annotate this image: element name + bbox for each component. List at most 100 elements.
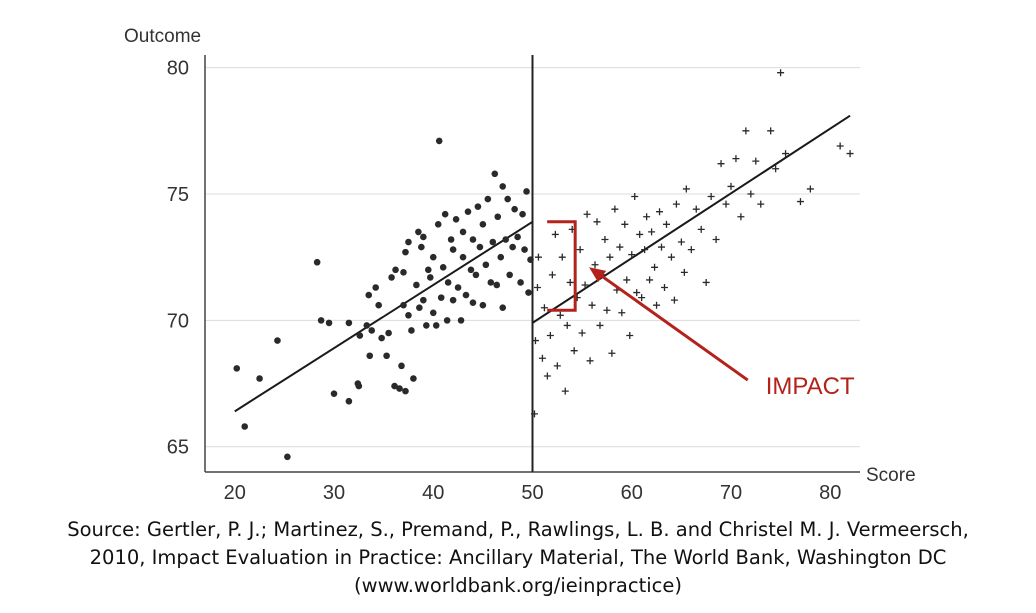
data-point-dot	[429, 309, 437, 317]
data-point-dot	[459, 228, 467, 236]
data-point-plus	[556, 311, 564, 319]
data-point-dot	[402, 248, 409, 256]
data-point-dot	[400, 269, 407, 276]
data-point-dot	[405, 312, 412, 319]
data-point-dot	[511, 205, 518, 213]
data-point-dot	[489, 238, 497, 246]
data-point-plus	[534, 253, 542, 261]
data-point-plus	[682, 185, 690, 193]
source-caption: Source: Gertler, P. J.; Martinez, S., Pr…	[0, 516, 1036, 600]
data-point-plus	[836, 142, 844, 150]
data-point-plus	[578, 329, 586, 337]
data-point-plus	[641, 246, 649, 254]
data-point-dot	[233, 365, 241, 372]
data-point-dot	[365, 291, 373, 299]
data-point-plus	[648, 228, 656, 236]
y-tick-label: 80	[167, 58, 189, 80]
data-point-dot	[482, 261, 490, 269]
x-tick-label: 40	[422, 482, 444, 504]
data-point-plus	[601, 235, 609, 243]
data-point-dot	[408, 327, 415, 334]
data-point-dot	[525, 289, 532, 296]
data-point-dot	[363, 322, 371, 329]
data-point-dot	[452, 215, 460, 223]
data-point-plus	[530, 410, 538, 418]
data-point-plus	[588, 301, 596, 309]
data-point-dot	[432, 322, 440, 329]
data-point-dot	[472, 271, 480, 279]
data-point-dot	[457, 317, 465, 324]
data-point-plus	[677, 238, 685, 246]
data-point-plus	[533, 284, 541, 292]
data-point-dot	[519, 210, 526, 218]
data-point-dot	[506, 271, 513, 279]
impact-bracket	[547, 220, 577, 312]
data-point-dot	[491, 170, 499, 178]
data-point-plus	[606, 253, 614, 261]
x-tick-label: 30	[323, 482, 345, 504]
data-point-plus	[546, 332, 554, 340]
data-point-dot	[405, 238, 412, 246]
caption-line-1: Source: Gertler, P. J.; Martinez, S., Pr…	[67, 518, 969, 541]
data-point-dot	[437, 294, 445, 301]
data-point-plus	[717, 160, 725, 168]
data-point-plus	[742, 127, 750, 135]
data-point-plus	[596, 321, 604, 329]
data-point-dot	[398, 362, 405, 370]
data-point-dot	[497, 253, 505, 261]
data-point-plus	[540, 304, 548, 312]
data-point-dot	[467, 266, 475, 274]
data-point-plus	[638, 294, 646, 302]
data-points	[233, 69, 854, 461]
data-point-plus	[611, 205, 619, 213]
data-point-dot	[447, 236, 455, 243]
impact-arrow	[594, 270, 749, 382]
data-point-dot	[487, 279, 495, 286]
data-point-dot	[420, 296, 427, 304]
data-point-plus	[722, 200, 730, 208]
data-point-plus	[553, 362, 561, 370]
data-point-dot	[392, 266, 399, 274]
data-point-dot	[459, 253, 467, 261]
data-point-plus	[626, 332, 634, 340]
data-point-plus	[561, 387, 569, 395]
data-point-plus	[653, 301, 661, 309]
x-tick-label: 70	[720, 482, 742, 504]
data-point-plus	[591, 261, 599, 269]
data-point-dot	[441, 210, 449, 218]
data-point-dot	[462, 291, 470, 299]
data-point-dot	[499, 304, 507, 312]
data-point-dot	[355, 382, 363, 390]
data-point-plus	[548, 271, 556, 279]
data-point-dot	[479, 301, 487, 309]
data-point-dot	[366, 352, 374, 360]
data-point-plus	[777, 69, 785, 77]
data-point-plus	[672, 200, 680, 208]
data-point-plus	[732, 155, 740, 163]
data-point-dot	[410, 375, 417, 382]
data-point-plus	[680, 268, 688, 276]
data-point-dot	[400, 301, 407, 309]
data-point-plus	[551, 230, 559, 238]
data-point-plus	[643, 213, 651, 221]
data-point-plus	[531, 337, 539, 345]
data-point-dot	[444, 279, 452, 286]
data-point-dot	[527, 256, 534, 264]
data-point-dot	[439, 263, 447, 271]
data-point-plus	[586, 357, 594, 365]
y-tick-label: 65	[167, 437, 189, 459]
data-point-dot	[396, 385, 403, 392]
data-point-plus	[651, 263, 659, 271]
data-point-plus	[796, 198, 804, 206]
data-point-dot	[385, 329, 392, 337]
caption-line-2: 2010, Impact Evaluation in Practice: Anc…	[89, 546, 947, 569]
data-point-plus	[667, 253, 675, 261]
data-point-plus	[660, 284, 668, 292]
tick-labels: 65 70 75 80 20 30 40 50 60 70 80	[167, 58, 842, 504]
data-point-dot	[479, 221, 487, 228]
data-point-plus	[692, 205, 700, 213]
data-point-plus	[543, 372, 551, 380]
data-point-plus	[656, 208, 664, 216]
impact-annotation: IMPACT	[547, 220, 855, 400]
data-point-plus	[583, 210, 591, 218]
